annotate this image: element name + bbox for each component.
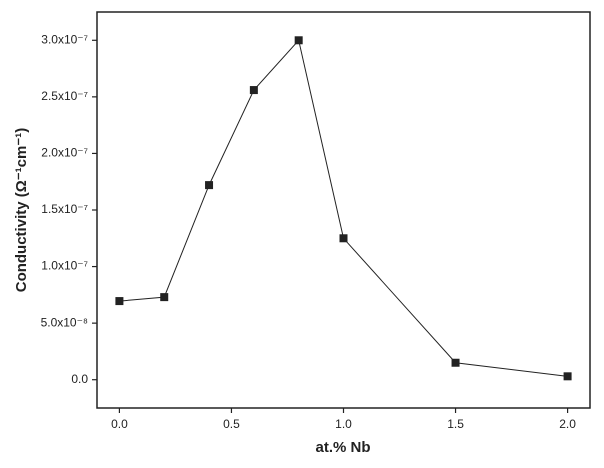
plot-frame: [96, 11, 591, 409]
x-tick-label: 1.5: [447, 417, 464, 431]
y-tick-label: 5.0x10⁻⁸: [41, 315, 88, 329]
y-tick-label: 3.0x10⁻⁷: [41, 32, 88, 46]
data-point: [115, 297, 124, 306]
data-point: [160, 293, 169, 302]
y-tick-label: 2.0x10⁻⁷: [41, 146, 88, 160]
x-tick-label: 2.0: [559, 417, 576, 431]
y-tick-label: 2.5x10⁻⁷: [41, 89, 88, 103]
x-axis-label: at.% Nb: [315, 439, 370, 456]
x-tick-label: 0.0: [111, 417, 128, 431]
data-point: [451, 358, 460, 367]
data-point: [294, 36, 303, 45]
data-point: [563, 372, 572, 381]
series-line: [119, 39, 568, 377]
data-point: [249, 86, 258, 95]
data-point: [205, 181, 214, 190]
data-point: [339, 234, 348, 243]
y-tick-label: 0.0: [71, 372, 88, 386]
x-tick-label: 0.5: [223, 417, 240, 431]
y-axis-label: Conductivity (Ω⁻¹cm⁻¹): [13, 128, 30, 293]
x-tick-label: 1.0: [335, 417, 352, 431]
y-tick-label: 1.0x10⁻⁷: [41, 259, 88, 273]
y-tick-label: 1.5x10⁻⁷: [41, 202, 88, 216]
